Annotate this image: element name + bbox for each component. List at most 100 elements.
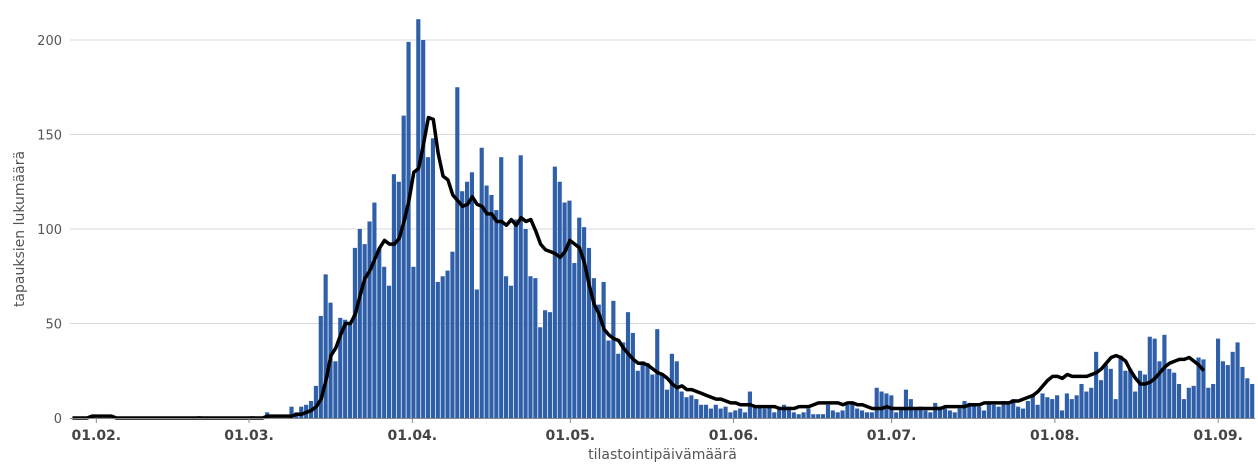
y-tick-label: 50 <box>45 318 62 333</box>
bar <box>479 147 484 419</box>
bar <box>582 227 587 418</box>
bar <box>1020 408 1026 418</box>
bar <box>630 332 635 418</box>
x-tick-label: 01.06. <box>709 428 759 444</box>
bar <box>991 404 996 418</box>
bar <box>347 323 353 418</box>
bar <box>533 278 538 418</box>
bar <box>757 406 762 418</box>
bar <box>1094 351 1099 418</box>
grid-lines <box>70 39 1255 324</box>
bar <box>801 412 806 418</box>
bar <box>1064 393 1069 418</box>
bar <box>1059 410 1065 418</box>
bar <box>513 219 518 418</box>
x-tick-label: 01.05. <box>546 428 596 444</box>
bar <box>1215 338 1221 418</box>
bar <box>289 406 294 418</box>
bar <box>781 404 787 418</box>
bar <box>411 266 416 418</box>
bar <box>1201 359 1206 418</box>
bar <box>396 181 401 418</box>
bar <box>450 251 455 418</box>
bar <box>1035 404 1040 418</box>
bar <box>952 412 957 418</box>
bar <box>367 221 372 418</box>
bar <box>796 414 801 418</box>
bar <box>777 408 782 418</box>
x-axis-title: tilastointipäivämäärä <box>588 447 737 463</box>
x-tick-label: 01.08. <box>1030 428 1080 444</box>
bar <box>1235 342 1240 418</box>
bar <box>401 115 406 418</box>
bar <box>1196 357 1201 418</box>
bar <box>562 202 567 418</box>
bar <box>1045 397 1050 418</box>
bar <box>552 166 557 418</box>
bar <box>772 412 777 418</box>
bar <box>528 276 533 418</box>
bar <box>694 399 699 418</box>
bar <box>1098 380 1104 418</box>
bar <box>1084 391 1089 418</box>
bar <box>357 229 362 418</box>
bar <box>1250 383 1255 418</box>
bars-series <box>89 19 1255 419</box>
bar <box>455 87 460 418</box>
bar <box>942 408 948 418</box>
bar <box>996 406 1001 418</box>
bar <box>440 276 445 418</box>
bar <box>879 391 884 418</box>
bar <box>504 276 509 418</box>
bar <box>372 202 377 418</box>
bar <box>591 278 596 418</box>
bar <box>913 408 918 418</box>
bar <box>445 270 450 418</box>
bar <box>377 247 382 418</box>
bar <box>894 412 899 418</box>
bar <box>684 397 689 418</box>
bar <box>967 402 972 418</box>
bar <box>703 404 709 418</box>
bar <box>323 274 328 418</box>
bar <box>1025 400 1030 418</box>
bar <box>840 410 845 418</box>
bar <box>674 361 679 418</box>
bar <box>508 285 514 418</box>
bar <box>855 408 860 418</box>
bar <box>1186 387 1191 418</box>
x-tick-label: 01.02. <box>72 428 122 444</box>
bar <box>791 412 796 418</box>
bar <box>577 217 582 418</box>
bar <box>850 402 855 418</box>
y-axis-ticks: 0 50 100 150 200 <box>37 34 62 427</box>
bar <box>1108 368 1113 418</box>
bar <box>957 408 962 418</box>
bar <box>1050 399 1055 418</box>
bar <box>1206 387 1211 418</box>
bar <box>489 194 494 418</box>
x-tick-label: 01.04. <box>388 428 438 444</box>
bar <box>874 387 879 418</box>
bar <box>421 40 426 418</box>
bar <box>864 412 870 418</box>
bar <box>1137 370 1143 418</box>
bar <box>586 247 592 418</box>
bar <box>386 285 392 418</box>
bar <box>523 229 528 418</box>
y-tick-label: 0 <box>54 412 62 427</box>
y-tick-label: 150 <box>37 129 62 144</box>
bar <box>699 404 704 418</box>
bar <box>786 406 791 418</box>
x-tick-label: 01.07. <box>867 428 917 444</box>
bar <box>299 406 304 418</box>
bar <box>425 157 431 418</box>
bar <box>1089 387 1094 418</box>
bar <box>986 402 991 418</box>
bar <box>723 406 728 418</box>
bar <box>825 404 831 418</box>
bar <box>1167 368 1172 418</box>
bar <box>860 410 865 418</box>
bar <box>1211 383 1216 418</box>
bar <box>1157 361 1162 418</box>
